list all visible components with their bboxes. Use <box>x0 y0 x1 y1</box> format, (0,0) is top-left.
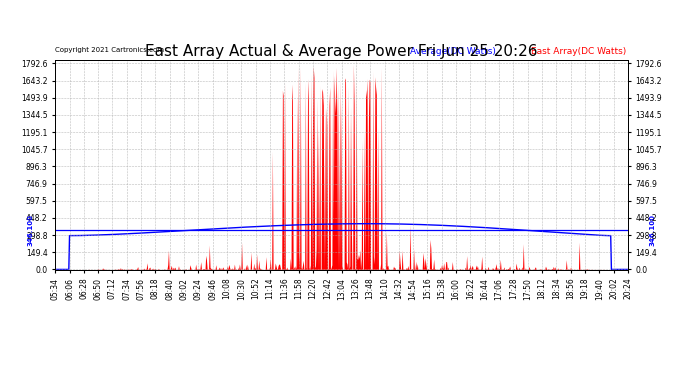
Text: Copyright 2021 Cartronics.com: Copyright 2021 Cartronics.com <box>55 47 164 53</box>
Title: East Array Actual & Average Power Fri Jun 25 20:26: East Array Actual & Average Power Fri Ju… <box>146 44 538 59</box>
Text: 346.100: 346.100 <box>650 214 656 246</box>
Text: East Array(DC Watts): East Array(DC Watts) <box>531 47 626 56</box>
Text: 346.100: 346.100 <box>27 214 33 246</box>
Text: Average(DC Watts): Average(DC Watts) <box>411 47 496 56</box>
